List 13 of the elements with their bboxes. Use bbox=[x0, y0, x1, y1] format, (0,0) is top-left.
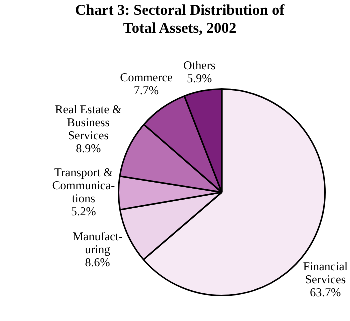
chart-title: Chart 3: Sectoral Distribution of Total Assets, 2002 bbox=[74, 2, 286, 38]
slice-label: Real Estate & Business Services bbox=[55, 102, 123, 142]
slice-label: Others bbox=[184, 58, 216, 72]
data-label: 5.2% bbox=[71, 204, 96, 219]
data-label: 7.7% bbox=[134, 83, 160, 98]
slice-label: Manufact-uring bbox=[72, 230, 123, 257]
slice-label: Commerce bbox=[120, 70, 173, 84]
slice-label: Transport & Communica-tions bbox=[52, 166, 116, 206]
data-label: 8.9% bbox=[76, 141, 102, 156]
data-label: 5.9% bbox=[187, 71, 212, 86]
data-label: 63.7% bbox=[310, 285, 342, 300]
data-label: 8.6% bbox=[85, 256, 110, 270]
slice-label: Financial Services bbox=[303, 259, 349, 286]
